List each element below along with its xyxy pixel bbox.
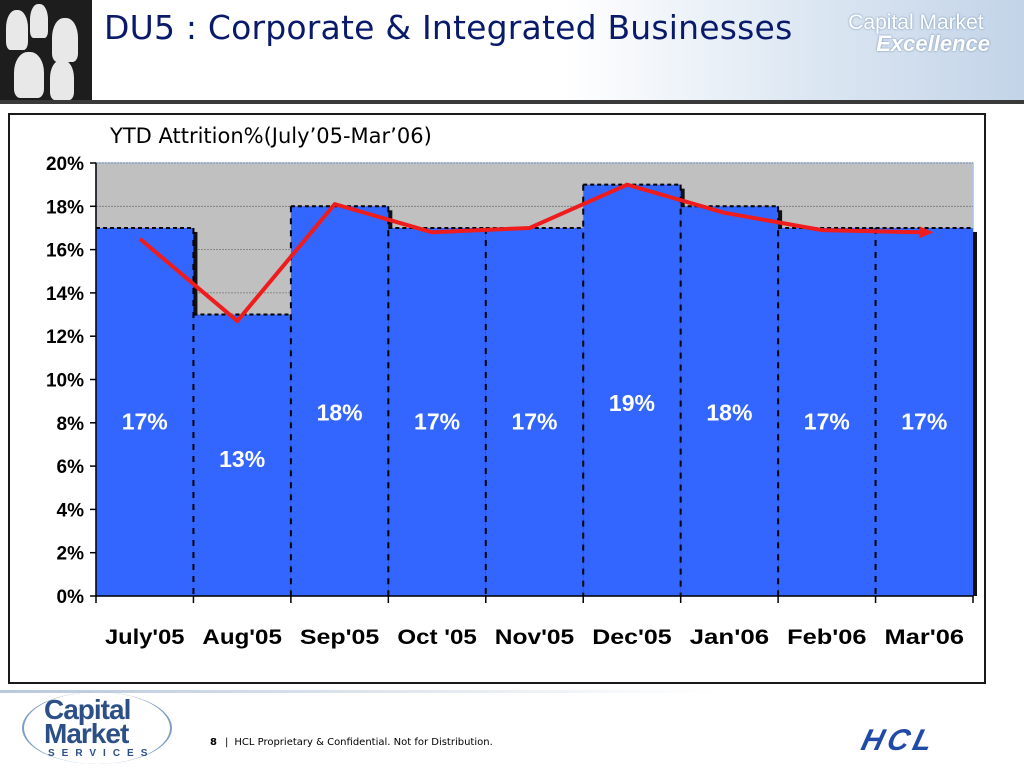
y-tick-label: 12% bbox=[46, 327, 84, 348]
data-label: 17% bbox=[122, 409, 168, 435]
header-photo bbox=[0, 0, 92, 104]
y-tick-label: 4% bbox=[57, 500, 85, 521]
logo-line-1: Capital bbox=[44, 694, 131, 725]
x-tick-label: Jan'06 bbox=[690, 626, 769, 649]
footer-notice: 8 | HCL Proprietary & Confidential. Not fo… bbox=[210, 737, 493, 748]
y-tick-label: 14% bbox=[46, 284, 84, 305]
x-tick-label: Sep'05 bbox=[300, 626, 380, 649]
header-band: DU5 : Corporate & Integrated Businesses … bbox=[0, 0, 1024, 104]
data-label: 13% bbox=[219, 446, 265, 472]
x-tick-label: Dec'05 bbox=[592, 626, 672, 649]
data-label: 17% bbox=[804, 409, 850, 435]
x-tick-label: Feb'06 bbox=[787, 626, 866, 649]
x-tick-label: Nov'05 bbox=[495, 626, 575, 649]
logo-line-3: SERVICES bbox=[48, 748, 155, 759]
capital-market-services-logo: Capital Market SERVICES bbox=[22, 692, 172, 764]
bar bbox=[583, 184, 681, 596]
data-label: 18% bbox=[706, 399, 752, 425]
bar bbox=[680, 206, 779, 597]
brand-line-2: Excellence bbox=[876, 31, 990, 56]
page-title: DU5 : Corporate & Integrated Businesses bbox=[104, 8, 793, 47]
data-label: 18% bbox=[317, 399, 363, 425]
x-tick-label: Mar'06 bbox=[885, 626, 964, 649]
x-tick-label: Aug'05 bbox=[202, 626, 282, 649]
bar bbox=[875, 227, 973, 596]
hcl-logo: HCL bbox=[858, 724, 940, 757]
brand-line-1: Capital Market bbox=[848, 11, 984, 34]
bar bbox=[485, 227, 584, 596]
y-tick-label: 20% bbox=[46, 154, 84, 175]
bar bbox=[778, 227, 876, 596]
data-label: 17% bbox=[414, 409, 460, 435]
footer-separator: | bbox=[224, 737, 229, 748]
logo-line-2: Market bbox=[44, 718, 129, 749]
trend-arrowhead bbox=[919, 226, 934, 239]
header-divider bbox=[0, 100, 1024, 104]
page-number: 8 bbox=[210, 737, 217, 748]
y-tick-label: 16% bbox=[46, 241, 84, 262]
bar bbox=[193, 314, 291, 596]
data-label: 17% bbox=[901, 409, 947, 435]
y-tick-label: 6% bbox=[57, 457, 85, 478]
x-tick-label: July'05 bbox=[105, 626, 185, 649]
y-tick-label: 2% bbox=[57, 544, 85, 565]
bar bbox=[290, 206, 389, 597]
y-tick-label: 10% bbox=[46, 371, 84, 392]
bar bbox=[388, 227, 486, 596]
data-label: 17% bbox=[511, 409, 557, 435]
logo-arc bbox=[22, 692, 172, 764]
y-tick-label: 18% bbox=[46, 197, 84, 218]
brand-logo: Capital Market Excellence bbox=[848, 12, 990, 55]
trend-line bbox=[138, 182, 920, 324]
chart-title: YTD Attrition%(July’05-Mar’06) bbox=[110, 124, 432, 148]
y-tick-label: 0% bbox=[57, 587, 85, 608]
x-tick-label: Oct '05 bbox=[397, 626, 477, 649]
footer-divider bbox=[0, 690, 1024, 693]
bar bbox=[96, 227, 194, 596]
data-label: 19% bbox=[609, 390, 655, 416]
confidential-notice: HCL Proprietary & Confidential. Not for … bbox=[234, 737, 493, 748]
y-tick-label: 8% bbox=[57, 414, 85, 435]
